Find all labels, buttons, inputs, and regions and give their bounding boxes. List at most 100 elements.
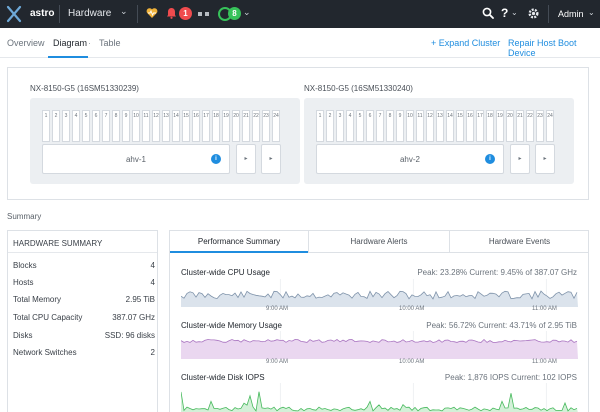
power-supply[interactable]: ▸ [510,144,530,174]
disk-slot[interactable]: 17 [202,110,210,142]
tab-hardware-events[interactable]: Hardware Events [450,231,589,253]
iops-chart-title: Cluster-wide Disk IOPS [181,373,265,382]
row-value: 387.07 GHz [112,313,155,322]
disk-slot[interactable]: 22 [526,110,534,142]
search-icon[interactable] [482,7,494,19]
disk-slot[interactable]: 5 [82,110,90,142]
disk-slot[interactable]: 24 [272,110,280,142]
disk-slot[interactable]: 10 [132,110,140,142]
tasks-count-badge[interactable]: 8 [228,7,241,20]
help-icon[interactable]: ? [501,6,509,20]
disk-slot[interactable]: 20 [232,110,240,142]
divider [449,231,450,253]
disk-slot[interactable]: 12 [152,110,160,142]
disk-slot[interactable]: 23 [536,110,544,142]
disk-slot[interactable]: 1 [42,110,50,142]
disk-slot[interactable]: 3 [62,110,70,142]
disk-slot[interactable]: 8 [386,110,394,142]
chevron-down-icon[interactable]: ⌄ [243,7,251,17]
summary-row: Disks SSD: 96 disks [13,331,155,340]
chevron-down-icon[interactable]: ⌄ [588,8,595,17]
memory-usage-chart[interactable] [181,331,578,359]
block-chassis[interactable]: 1 2 3 4 5 6 7 8 9 10 11 12 13 14 15 16 17 18 19 20 21 22 23 24 … [30,98,300,184]
cluster-name[interactable]: astro [30,8,55,19]
tab-diagram[interactable]: Diagram [53,38,88,48]
x-tick-label: 9:00 AM [266,359,289,365]
disk-slot[interactable]: 4 [72,110,80,142]
user-menu[interactable]: Admin [558,9,584,19]
disk-slot[interactable]: 14 [172,110,180,142]
disk-slot[interactable]: 14 [446,110,454,142]
disk-slot[interactable]: 24 [546,110,554,142]
summary-row: Blocks 4 [13,261,155,270]
x-tick-label: 10:00 AM [399,359,425,365]
power-supply[interactable]: ▸ [535,144,555,174]
memory-chart-stats: Peak: 56.72% Current: 43.71% of 2.95 TiB [426,321,577,330]
disk-slot[interactable]: 10 [406,110,414,142]
expand-cluster-button[interactable]: + Expand Cluster [431,38,501,48]
tab-table[interactable]: Table [99,38,121,48]
chevron-down-icon[interactable]: ⌄ [120,6,128,16]
info-icon[interactable]: i [485,154,495,164]
disk-slot[interactable]: 15 [182,110,190,142]
disk-slot[interactable]: 4 [346,110,354,142]
alerts-count-badge[interactable]: 1 [179,7,192,20]
disk-slot[interactable]: 16 [192,110,200,142]
disk-slot[interactable]: 12 [426,110,434,142]
disk-slot[interactable]: 9 [396,110,404,142]
disk-slot[interactable]: 21 [516,110,524,142]
disk-iops-chart[interactable] [181,383,578,412]
disk-slot[interactable]: 5 [356,110,364,142]
power-supply[interactable]: ▸ [236,144,256,174]
row-value: 4 [150,261,155,270]
disk-slot[interactable]: 3 [336,110,344,142]
tab-overview[interactable]: Overview [7,38,45,48]
summary-row: Network Switches 2 [13,348,155,357]
host-node[interactable]: ahv-2 i [316,144,504,174]
disk-slot[interactable]: 6 [92,110,100,142]
disk-slot[interactable]: 2 [326,110,334,142]
tab-performance-summary[interactable]: Performance Summary [170,231,308,253]
disk-slot[interactable]: 16 [466,110,474,142]
disk-slot[interactable]: 19 [222,110,230,142]
disk-slot[interactable]: 22 [252,110,260,142]
disk-slot[interactable]: 11 [142,110,150,142]
disk-slot[interactable]: 6 [366,110,374,142]
chart-area [181,391,578,412]
disk-slot[interactable]: 8 [112,110,120,142]
main-menu-dropdown[interactable]: Hardware [68,8,112,19]
disk-slot[interactable]: 9 [122,110,130,142]
health-heart-icon[interactable] [146,7,158,19]
disk-slot[interactable]: 13 [436,110,444,142]
chevron-down-icon[interactable]: ⌄ [511,8,518,17]
cpu-usage-chart[interactable] [181,279,578,307]
nutanix-logo-icon[interactable] [6,5,22,23]
gear-icon[interactable] [527,7,540,20]
disk-slot[interactable]: 15 [456,110,464,142]
power-supply[interactable]: ▸ [261,144,281,174]
disk-slot[interactable]: 7 [102,110,110,142]
tab-hardware-alerts[interactable]: Hardware Alerts [309,231,449,253]
block-title: NX-8150-G5 (16SM51330240) [304,84,413,93]
disk-slot[interactable]: 18 [212,110,220,142]
disk-slot[interactable]: 1 [316,110,324,142]
disk-slot[interactable]: 21 [242,110,250,142]
events-dots-icon[interactable] [197,11,211,17]
alerts-bell-icon[interactable] [166,7,177,19]
disk-slot[interactable]: 7 [376,110,384,142]
disk-slot[interactable]: 23 [262,110,270,142]
performance-card: Performance Summary Hardware Alerts Hard… [169,230,589,412]
info-icon[interactable]: i [211,154,221,164]
disk-slot[interactable]: 17 [476,110,484,142]
x-tick-label: 11:00 AM [532,359,557,365]
block-chassis[interactable]: 1 2 3 4 5 6 7 8 9 10 11 12 13 14 15 16 17 18 19 20 21 22 23 24 … [304,98,574,184]
host-node[interactable]: ahv-1 i [42,144,230,174]
disk-slot[interactable]: 11 [416,110,424,142]
disk-slot[interactable]: 18 [486,110,494,142]
disk-slot[interactable]: 13 [162,110,170,142]
disk-slot[interactable]: 20 [506,110,514,142]
repair-host-boot-device-button[interactable]: Repair Host Boot Device [508,38,577,58]
disk-slot[interactable]: 2 [52,110,60,142]
separator: · [88,38,91,48]
disk-slot[interactable]: 19 [496,110,504,142]
